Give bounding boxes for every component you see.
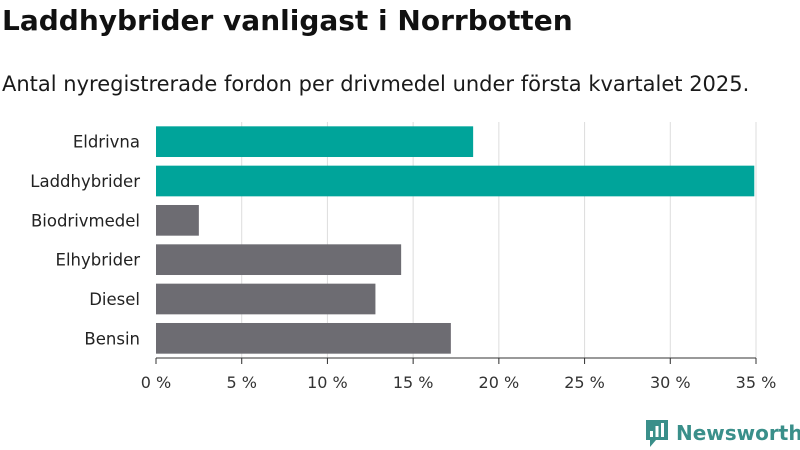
x-tick-label: 35 %	[736, 373, 777, 392]
bar	[156, 204, 199, 236]
brand-name: Newsworthy	[676, 421, 800, 445]
newsworthy-logo-icon	[646, 420, 668, 447]
category-label: Bensin	[84, 329, 140, 348]
bar	[156, 126, 474, 158]
category-label: Diesel	[89, 290, 140, 309]
x-tick-label: 5 %	[226, 373, 256, 392]
chart-title: Laddhybrider vanligast i Norrbotten	[2, 4, 573, 37]
x-tick-label: 25 %	[564, 373, 605, 392]
category-label: Biodrivmedel	[31, 211, 140, 230]
x-tick-label: 10 %	[307, 373, 348, 392]
x-axis: 0 % 5 % 10 % 15 % 20 % 25 % 30 % 35 %	[141, 357, 777, 392]
x-tick-label: 15 %	[393, 373, 434, 392]
category-labels: Eldrivna Laddhybrider Biodrivmedel Elhybrid…	[30, 133, 140, 349]
x-tick-label: 20 %	[479, 373, 520, 392]
bar-chart: 0 % 5 % 10 % 15 % 20 % 25 % 30 % 35 % Eldrivna L…	[30, 122, 777, 392]
bar	[156, 283, 376, 315]
x-tick-label: 30 %	[650, 373, 691, 392]
category-label: Eldrivna	[73, 133, 140, 152]
x-tick-label: 0 %	[141, 373, 171, 392]
bar	[156, 244, 402, 276]
chart-subtitle: Antal nyregistrerade fordon per drivmede…	[2, 72, 750, 96]
category-label: Laddhybrider	[30, 172, 140, 191]
bar	[156, 165, 755, 197]
bars	[156, 126, 755, 354]
category-label: Elhybrider	[56, 251, 141, 270]
brand-logo: Newsworthy	[644, 418, 800, 448]
bar	[156, 322, 451, 354]
